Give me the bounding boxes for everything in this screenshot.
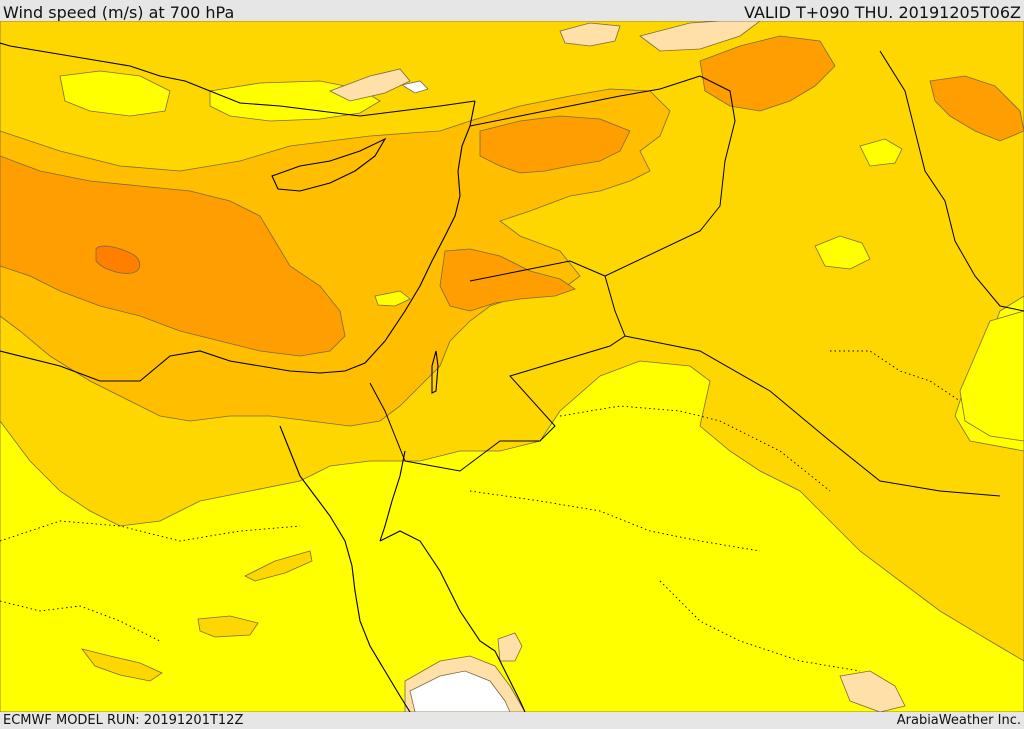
band-gold-egypt-2 (197, 615, 259, 638)
band-white-north (400, 80, 429, 94)
band-yellow-small-1 (859, 138, 903, 167)
border-egypt-israel (369, 382, 406, 462)
band-yellow-aegean (59, 70, 171, 117)
band-deep-orange-core (95, 245, 141, 274)
band-orange-syria (479, 115, 631, 174)
band-gold-egypt-1 (80, 648, 163, 682)
coastline-gulf-of-aqaba (379, 450, 406, 542)
valid-time-label: VALID T+090 THU. 20191205T06Z (744, 3, 1021, 22)
band-peach-north-2 (639, 21, 761, 52)
band-peach-north-1 (559, 22, 621, 47)
band-orange-ne (699, 35, 836, 112)
coastline-sinai-east (379, 530, 526, 712)
internal-boundary-6 (0, 600, 161, 642)
border-jordan-saudi (404, 335, 626, 472)
internal-boundary-1 (0, 520, 301, 542)
coastline-anatolia (0, 42, 476, 117)
model-run-label: ECMWF MODEL RUN: 20191201T12Z (3, 713, 244, 728)
band-orange-jordan (439, 248, 576, 312)
band-yellow-east-iraq (814, 235, 871, 270)
band-white-south (409, 670, 511, 712)
band-orange-far-ne (929, 75, 1024, 142)
band-orange-med (0, 155, 346, 357)
band-peach-north-3 (329, 68, 411, 102)
band-amber-central (0, 88, 671, 427)
band-gold-egypt-3 (244, 550, 313, 582)
band-peach-southeast (839, 670, 906, 712)
coastline-gulf-of-suez (279, 425, 411, 712)
band-peach-red-sea (497, 632, 523, 662)
band-yellow-small-2 (374, 290, 411, 307)
coastline-dead-sea (431, 350, 439, 394)
coastline-levant-egypt (0, 100, 476, 382)
band-yellow-gulf-side (959, 310, 1024, 442)
border-syria-iraq (699, 75, 736, 207)
wind-speed-map (0, 21, 1024, 712)
border-syria-jordan (469, 260, 606, 282)
internal-boundary-2 (559, 405, 831, 492)
internal-boundary-4 (659, 580, 861, 672)
border-iraq-saudi (624, 335, 1001, 497)
credit-label: ArabiaWeather Inc. (896, 713, 1021, 728)
border-syria-turkey (469, 75, 701, 127)
internal-boundary-3 (469, 490, 761, 552)
map-title: Wind speed (m/s) at 700 hPa (3, 3, 235, 22)
border-iraq-iran (879, 50, 1024, 312)
coastline-cyprus (271, 137, 387, 192)
